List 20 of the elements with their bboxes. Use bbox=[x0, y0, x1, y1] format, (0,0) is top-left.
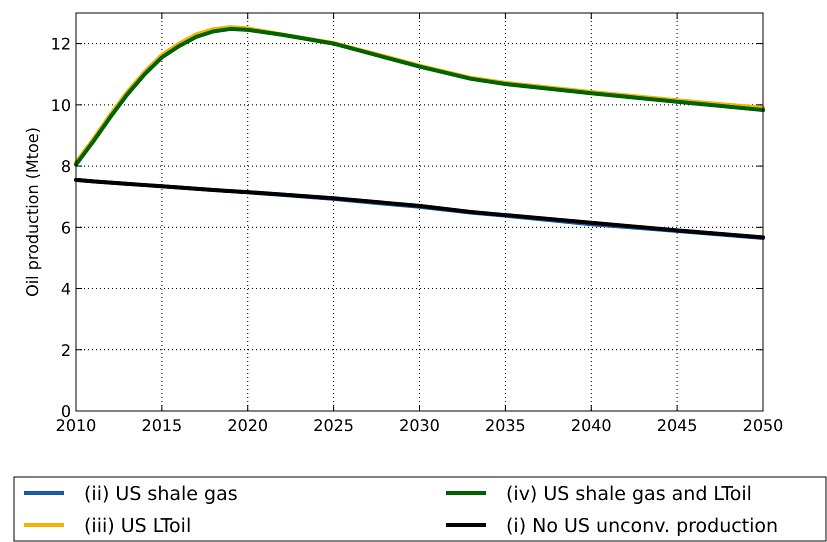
y-tick-label: 6 bbox=[60, 218, 71, 238]
x-tick-label: 2030 bbox=[399, 416, 440, 435]
x-tick-label: 2025 bbox=[313, 416, 354, 435]
y-tick-label: 12 bbox=[50, 34, 71, 54]
y-tick-label: 4 bbox=[60, 280, 71, 299]
legend-label: (i) No US unconv. production bbox=[506, 515, 778, 537]
x-tick-label: 2040 bbox=[570, 416, 612, 435]
legend-label: (iv) US shale gas and LToil bbox=[506, 483, 752, 505]
x-tick-label: 2035 bbox=[485, 416, 526, 435]
y-axis-title: Oil production (Mtoe) bbox=[23, 127, 42, 297]
x-tick-label: 2045 bbox=[656, 416, 698, 435]
x-tick-label: 2010 bbox=[56, 416, 96, 435]
y-tick-label: 2 bbox=[60, 340, 71, 360]
y-tick-label: 8 bbox=[60, 157, 71, 176]
y-tick-label: 10 bbox=[50, 96, 71, 115]
x-tick-label: 2050 bbox=[742, 416, 784, 435]
x-tick-label: 2015 bbox=[142, 416, 182, 435]
legend-label: (ii) US shale gas bbox=[84, 483, 238, 505]
legend-label: (iii) US LToil bbox=[84, 515, 192, 537]
x-tick-label: 2020 bbox=[227, 416, 268, 435]
